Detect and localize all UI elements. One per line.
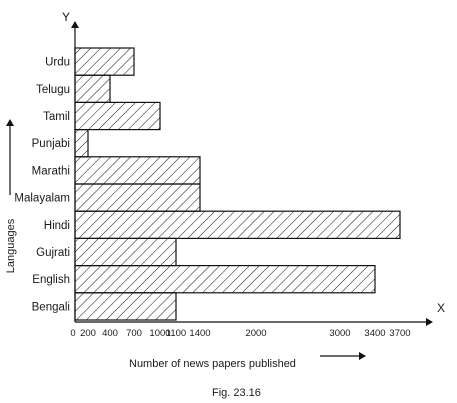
x-tick-label-200: 200: [80, 328, 96, 339]
bar-marathi: [74, 156, 201, 185]
x-tick-label-0: 0: [70, 328, 75, 339]
bar-punjabi: [74, 129, 89, 158]
bar-telugu: [74, 74, 111, 103]
x-tick-label-400: 400: [102, 328, 118, 339]
x-tick-label-1400: 1400: [189, 328, 210, 339]
category-labels: Bengali English Gujrati Hindi Malayalam Marat…: [14, 57, 70, 314]
bar-malayalam: [74, 183, 201, 212]
x-tick-label-3700: 3700: [389, 328, 410, 339]
bar-bengali: [74, 292, 177, 321]
bar-english: [74, 265, 376, 294]
x-axis-letter: X: [437, 301, 445, 315]
x-tick-label-1000: 1000: [149, 328, 170, 339]
x-tick-label-1100: 1100: [166, 328, 186, 339]
category-label-bengali: Bengali: [32, 301, 70, 313]
x-tick-label-2000: 2000: [245, 328, 266, 339]
category-label-english: English: [32, 274, 70, 286]
x-tick-label-3000: 3000: [329, 328, 350, 339]
x-axis-title: Number of news papers published: [129, 358, 296, 370]
category-label-gujrati: Gujrati: [36, 247, 70, 259]
x-tick-label-700: 700: [126, 328, 142, 339]
x-tick-label-3400: 3400: [364, 328, 385, 339]
figure-caption: Fig. 23.16: [212, 387, 261, 399]
category-label-marathi: Marathi: [32, 165, 70, 177]
category-label-malayalam: Malayalam: [14, 193, 70, 205]
bar-tamil: [74, 101, 161, 131]
bar-urdu: [74, 47, 135, 76]
y-axis-title: Languages: [5, 218, 17, 273]
bars-group: [74, 47, 401, 321]
bar-gujrati: [74, 237, 177, 267]
category-label-punjabi: Punjabi: [32, 138, 70, 150]
y-axis-letter: Y: [62, 10, 70, 24]
category-label-telugu: Telugu: [36, 84, 70, 96]
category-label-hindi: Hindi: [44, 220, 70, 232]
category-label-tamil: Tamil: [43, 111, 70, 123]
category-label-urdu: Urdu: [45, 57, 70, 69]
bar-hindi: [74, 210, 401, 239]
